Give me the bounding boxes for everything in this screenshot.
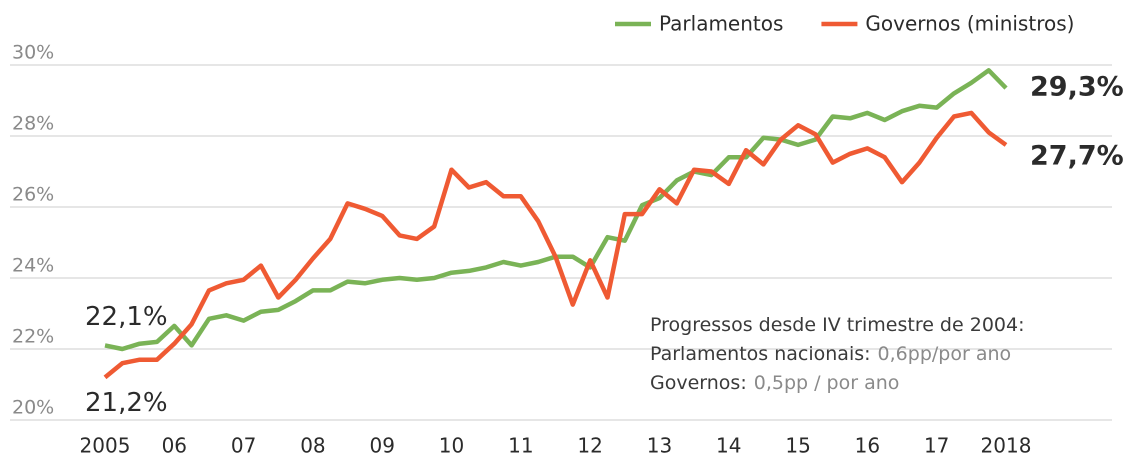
note-label: Governos: xyxy=(650,372,747,394)
x-tick-label: 08 xyxy=(300,434,325,458)
x-tick-label: 11 xyxy=(508,434,533,458)
annotation: 29,3% xyxy=(1030,72,1124,103)
x-tick-label: 16 xyxy=(855,434,880,458)
note-value: 0,6pp/por ano xyxy=(878,343,1012,365)
x-tick-label: 2018 xyxy=(981,434,1032,458)
note-line: Progressos desde IV trimestre de 2004: xyxy=(650,314,1024,336)
x-tick-label: 15 xyxy=(785,434,810,458)
annotation: 22,1% xyxy=(85,302,168,332)
series-line xyxy=(104,68,1008,352)
y-tick-label: 30% xyxy=(12,42,54,64)
x-tick-label: 06 xyxy=(162,434,187,458)
note-line: Governos: 0,5pp / por ano xyxy=(650,372,899,394)
y-tick-label: 24% xyxy=(12,255,54,277)
y-tick-label: 26% xyxy=(12,184,54,206)
x-tick-label: 13 xyxy=(647,434,672,458)
x-tick-label: 2005 xyxy=(80,434,131,458)
legend-label: Parlamentos xyxy=(659,12,783,36)
x-tick-label: 14 xyxy=(716,434,741,458)
y-tick-label: 22% xyxy=(12,326,54,348)
x-tick-label: 09 xyxy=(370,434,395,458)
note-label: Parlamentos nacionais: xyxy=(650,343,871,365)
annotation: 27,7% xyxy=(1030,140,1124,171)
x-tick-label: 07 xyxy=(231,434,256,458)
x-tick-label: 10 xyxy=(439,434,464,458)
series-line xyxy=(103,110,1008,380)
y-tick-label: 20% xyxy=(12,397,54,419)
y-tick-label: 28% xyxy=(12,113,54,135)
annotation: 21,2% xyxy=(85,388,168,418)
note-label: Progressos desde IV trimestre de 2004: xyxy=(650,314,1024,336)
x-tick-label: 17 xyxy=(924,434,949,458)
note-value: 0,5pp / por ano xyxy=(754,372,900,394)
x-tick-label: 12 xyxy=(577,434,602,458)
note-line: Parlamentos nacionais: 0,6pp/por ano xyxy=(650,343,1011,365)
legend-label: Governos (ministros) xyxy=(865,12,1074,36)
